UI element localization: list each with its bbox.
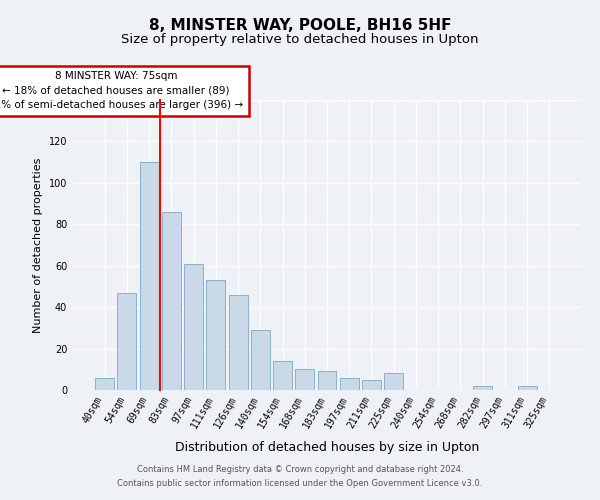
Text: Size of property relative to detached houses in Upton: Size of property relative to detached ho… <box>121 32 479 46</box>
Bar <box>518 386 536 390</box>
Bar <box>340 378 359 390</box>
Bar <box>273 361 292 390</box>
Bar <box>295 370 314 390</box>
Bar <box>473 386 492 390</box>
Bar <box>206 280 225 390</box>
Bar <box>184 264 203 390</box>
Bar <box>384 374 403 390</box>
Bar <box>95 378 114 390</box>
Bar <box>162 212 181 390</box>
Y-axis label: Number of detached properties: Number of detached properties <box>33 158 43 332</box>
X-axis label: Distribution of detached houses by size in Upton: Distribution of detached houses by size … <box>175 442 479 454</box>
Bar <box>362 380 381 390</box>
Bar <box>140 162 158 390</box>
Bar <box>118 292 136 390</box>
Text: Contains HM Land Registry data © Crown copyright and database right 2024.
Contai: Contains HM Land Registry data © Crown c… <box>118 466 482 487</box>
Text: 8 MINSTER WAY: 75sqm
← 18% of detached houses are smaller (89)
81% of semi-detac: 8 MINSTER WAY: 75sqm ← 18% of detached h… <box>0 71 244 110</box>
Text: 8, MINSTER WAY, POOLE, BH16 5HF: 8, MINSTER WAY, POOLE, BH16 5HF <box>149 18 451 32</box>
Bar <box>317 372 337 390</box>
Bar <box>251 330 270 390</box>
Bar <box>229 294 248 390</box>
